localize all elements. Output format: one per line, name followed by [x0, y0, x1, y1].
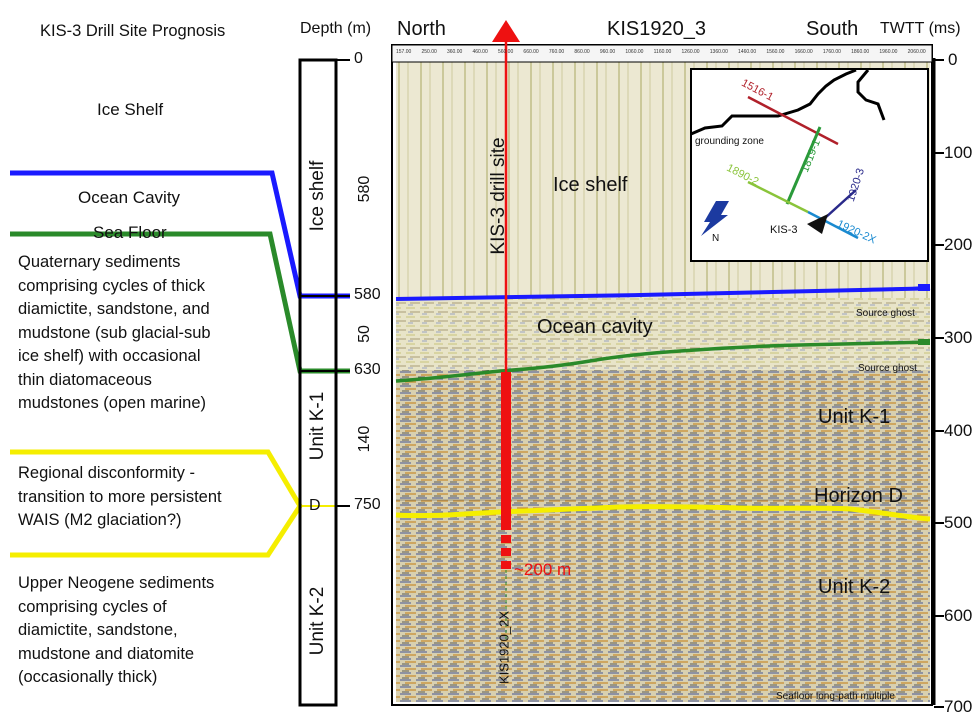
twtt-tick-600: 600 — [944, 606, 972, 626]
source-ghost-label-2: Source ghost — [858, 363, 917, 374]
source-ghost-label-1: Source ghost — [856, 308, 915, 319]
drill-site-label: KIS-3 drill site — [488, 111, 510, 281]
drill-core-interval — [501, 372, 511, 530]
seismic-horizon-d-label: Horizon D — [814, 485, 903, 508]
seismic-ice-shelf-label: Ice shelf — [553, 174, 627, 197]
inset-label-site: KIS-3 — [770, 224, 798, 236]
twtt-tick-500: 500 — [944, 513, 972, 533]
twtt-tick-0: 0 — [948, 50, 957, 70]
twtt-tick-200: 200 — [944, 235, 972, 255]
seismic-ocean-cavity-label: Ocean cavity — [537, 316, 653, 339]
twtt-tick-300: 300 — [944, 328, 972, 348]
multiple-label: Seafloor long-path multiple — [776, 691, 895, 702]
inset-label-grounding-zone: grounding zone — [695, 136, 764, 147]
seismic-unit-k1-label: Unit K-1 — [818, 406, 890, 429]
twtt-tick-700: 700 — [944, 697, 972, 717]
inset-label-north: N — [712, 233, 719, 244]
sea-floor-description: Sea Floor — [93, 223, 167, 243]
twtt-tick-100: 100 — [944, 143, 972, 163]
seismic-unit-k2-label: Unit K-2 — [818, 576, 890, 599]
penetration-label: ~200 m — [514, 560, 571, 580]
twtt-tick-400: 400 — [944, 421, 972, 441]
drill-site-arrow — [492, 20, 520, 42]
crossline-label: KIS1920_2X — [497, 598, 512, 698]
top-ruler: 157.00 250.00 360.00 460.00 560.00 660.00 760.… — [396, 49, 926, 59]
